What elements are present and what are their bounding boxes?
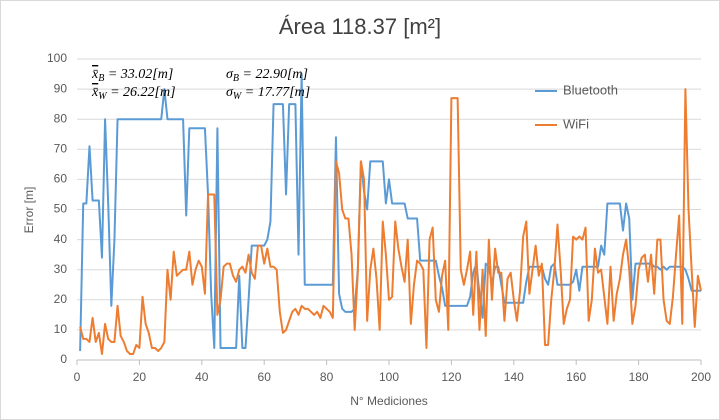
y-tick-label: 20 bbox=[54, 292, 68, 306]
x-axis-label: N° Mediciones bbox=[350, 394, 428, 408]
stat-symbol: σ bbox=[226, 67, 234, 82]
x-tick-label: 140 bbox=[504, 370, 524, 384]
stat-value: = 17.77[m] bbox=[241, 85, 310, 100]
y-tick-label: 70 bbox=[54, 141, 68, 155]
stat-symbol: σ bbox=[226, 85, 234, 100]
y-tick-label: 50 bbox=[54, 202, 68, 216]
stat-annotation: x̄W = 26.22[m] bbox=[91, 85, 176, 102]
stat-value: = 33.02[m] bbox=[104, 67, 173, 82]
x-tick-label: 60 bbox=[258, 370, 272, 384]
chart-title: Área 118.37 [m²] bbox=[279, 14, 441, 39]
x-tick-label: 100 bbox=[379, 370, 399, 384]
y-tick-label: 80 bbox=[54, 111, 68, 125]
legend-label: Bluetooth bbox=[563, 82, 618, 97]
stat-subscript: B bbox=[233, 73, 239, 84]
y-tick-label: 90 bbox=[54, 81, 68, 95]
y-tick-label: 0 bbox=[60, 352, 67, 366]
stat-annotation: x̄B = 33.02[m] bbox=[91, 67, 173, 84]
y-tick-label: 60 bbox=[54, 172, 68, 186]
stat-annotation: σB = 22.90[m] bbox=[226, 67, 308, 84]
stat-subscript: W bbox=[233, 91, 243, 102]
stat-subscript: W bbox=[98, 91, 108, 102]
stat-subscript: B bbox=[98, 73, 104, 84]
x-tick-label: 120 bbox=[441, 370, 461, 384]
y-tick-label: 40 bbox=[54, 232, 68, 246]
x-tick-label: 0 bbox=[74, 370, 81, 384]
stat-symbol: x̄ bbox=[91, 67, 99, 82]
stat-value: = 26.22[m] bbox=[107, 85, 176, 100]
x-tick-label: 180 bbox=[629, 370, 649, 384]
stat-value: = 22.90[m] bbox=[239, 67, 308, 82]
stat-annotation: σW = 17.77[m] bbox=[226, 85, 310, 102]
y-tick-label: 100 bbox=[47, 51, 67, 65]
stat-symbol: x̄ bbox=[91, 85, 99, 100]
x-tick-label: 80 bbox=[320, 370, 334, 384]
x-tick-label: 20 bbox=[133, 370, 147, 384]
x-tick-label: 160 bbox=[566, 370, 586, 384]
data-line bbox=[79, 88, 702, 355]
x-tick-label: 40 bbox=[195, 370, 209, 384]
y-tick-label: 30 bbox=[54, 262, 68, 276]
y-tick-label: 10 bbox=[54, 322, 68, 336]
y-axis-label: Error [m] bbox=[22, 187, 36, 234]
legend-label: WiFi bbox=[563, 116, 589, 131]
x-tick-label: 200 bbox=[691, 370, 711, 384]
